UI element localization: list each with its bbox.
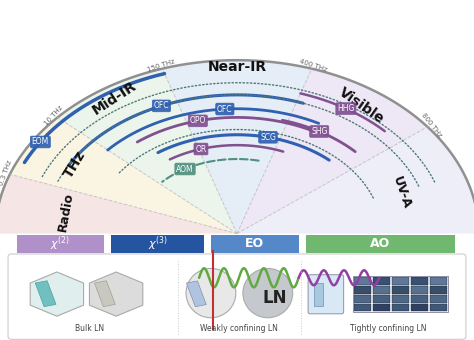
Text: Weakly confining LN: Weakly confining LN bbox=[201, 324, 278, 333]
FancyBboxPatch shape bbox=[17, 235, 104, 253]
Text: OPO: OPO bbox=[190, 116, 206, 125]
Text: Radio: Radio bbox=[56, 191, 75, 233]
FancyBboxPatch shape bbox=[430, 286, 447, 293]
Text: THz: THz bbox=[62, 148, 89, 180]
FancyBboxPatch shape bbox=[111, 235, 204, 253]
Wedge shape bbox=[237, 127, 474, 234]
FancyBboxPatch shape bbox=[373, 286, 390, 293]
Polygon shape bbox=[94, 281, 115, 307]
Text: 0.3 THz: 0.3 THz bbox=[0, 159, 13, 187]
FancyBboxPatch shape bbox=[354, 304, 371, 311]
Text: Near-IR: Near-IR bbox=[208, 60, 266, 74]
FancyBboxPatch shape bbox=[373, 277, 390, 285]
FancyBboxPatch shape bbox=[411, 277, 428, 285]
FancyBboxPatch shape bbox=[430, 295, 447, 303]
Text: $\chi^{(3)}$: $\chi^{(3)}$ bbox=[147, 235, 168, 253]
Text: EOM: EOM bbox=[32, 137, 49, 147]
Ellipse shape bbox=[186, 269, 236, 318]
Text: OFC: OFC bbox=[154, 101, 169, 110]
Text: Tightly confining LN: Tightly confining LN bbox=[350, 324, 427, 333]
FancyBboxPatch shape bbox=[354, 295, 371, 303]
Text: LN: LN bbox=[263, 289, 287, 307]
FancyBboxPatch shape bbox=[314, 283, 323, 306]
FancyBboxPatch shape bbox=[411, 304, 428, 311]
Text: HHG: HHG bbox=[337, 104, 355, 113]
FancyBboxPatch shape bbox=[306, 235, 455, 253]
FancyBboxPatch shape bbox=[430, 304, 447, 311]
Text: Bulk LN: Bulk LN bbox=[75, 324, 105, 333]
FancyBboxPatch shape bbox=[373, 295, 390, 303]
FancyBboxPatch shape bbox=[354, 277, 371, 285]
Text: 800 THz: 800 THz bbox=[420, 112, 443, 138]
Text: Mid-IR: Mid-IR bbox=[90, 79, 139, 118]
Text: AO: AO bbox=[370, 237, 391, 251]
Text: SHG: SHG bbox=[311, 127, 328, 136]
FancyBboxPatch shape bbox=[392, 295, 409, 303]
Text: 400 THz: 400 THz bbox=[299, 58, 328, 73]
Polygon shape bbox=[30, 272, 83, 316]
FancyBboxPatch shape bbox=[354, 286, 371, 293]
FancyBboxPatch shape bbox=[392, 277, 409, 285]
Text: EO: EO bbox=[245, 237, 264, 251]
FancyBboxPatch shape bbox=[211, 235, 299, 253]
FancyBboxPatch shape bbox=[411, 295, 428, 303]
Ellipse shape bbox=[243, 269, 292, 318]
Text: AOM: AOM bbox=[176, 165, 194, 173]
FancyBboxPatch shape bbox=[411, 286, 428, 293]
Polygon shape bbox=[35, 281, 56, 307]
FancyBboxPatch shape bbox=[8, 254, 466, 339]
FancyBboxPatch shape bbox=[308, 275, 344, 314]
Wedge shape bbox=[162, 60, 312, 234]
Text: 150 THz: 150 THz bbox=[146, 58, 175, 73]
FancyBboxPatch shape bbox=[392, 286, 409, 293]
Text: SCG: SCG bbox=[260, 133, 276, 142]
Text: OR: OR bbox=[195, 144, 207, 154]
Wedge shape bbox=[10, 118, 237, 234]
FancyBboxPatch shape bbox=[430, 277, 447, 285]
Wedge shape bbox=[237, 69, 428, 234]
Text: 10 THz: 10 THz bbox=[44, 104, 64, 126]
FancyBboxPatch shape bbox=[392, 304, 409, 311]
FancyBboxPatch shape bbox=[373, 304, 390, 311]
Text: $\chi^{(2)}$: $\chi^{(2)}$ bbox=[50, 235, 71, 253]
Text: OFC: OFC bbox=[217, 104, 233, 114]
Wedge shape bbox=[57, 69, 237, 234]
Polygon shape bbox=[186, 281, 206, 307]
Wedge shape bbox=[0, 174, 237, 234]
Text: Visible: Visible bbox=[337, 85, 387, 126]
Text: UV-A: UV-A bbox=[390, 175, 413, 211]
Polygon shape bbox=[90, 272, 143, 316]
